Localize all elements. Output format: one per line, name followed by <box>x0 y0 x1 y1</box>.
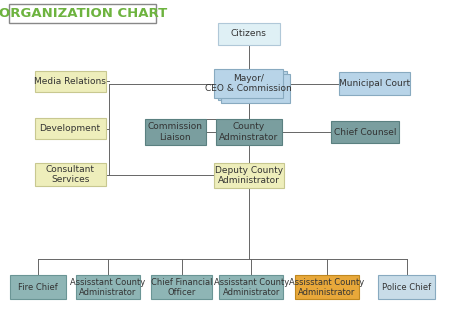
FancyBboxPatch shape <box>10 275 66 299</box>
Text: Police Chief: Police Chief <box>382 283 431 292</box>
Text: Municipal Court: Municipal Court <box>339 79 410 88</box>
Text: ORGANIZATION CHART: ORGANIZATION CHART <box>0 7 167 20</box>
Text: Consultant
Services: Consultant Services <box>46 165 95 184</box>
FancyBboxPatch shape <box>9 4 156 23</box>
FancyBboxPatch shape <box>218 71 286 100</box>
FancyBboxPatch shape <box>76 275 140 299</box>
Text: Commission
Liaison: Commission Liaison <box>148 122 203 142</box>
Text: Chief Counsel: Chief Counsel <box>334 128 396 137</box>
Text: County
Adminstrator: County Adminstrator <box>219 122 279 142</box>
Text: Assisstant County
Administrator: Assisstant County Administrator <box>214 278 289 297</box>
FancyBboxPatch shape <box>214 69 283 98</box>
FancyBboxPatch shape <box>295 275 359 299</box>
FancyBboxPatch shape <box>221 74 290 103</box>
Text: Mayor/
CEO & Commission: Mayor/ CEO & Commission <box>205 74 292 93</box>
Text: Chief Financial
Officer: Chief Financial Officer <box>151 278 212 297</box>
FancyBboxPatch shape <box>145 119 206 145</box>
FancyBboxPatch shape <box>339 72 410 95</box>
FancyBboxPatch shape <box>219 275 283 299</box>
FancyBboxPatch shape <box>35 118 106 139</box>
FancyBboxPatch shape <box>35 163 106 186</box>
FancyBboxPatch shape <box>378 275 435 299</box>
FancyBboxPatch shape <box>218 23 280 45</box>
FancyBboxPatch shape <box>35 71 106 91</box>
Text: Assisstant County
Administrator: Assisstant County Administrator <box>71 278 146 297</box>
Text: Citizens: Citizens <box>231 29 267 38</box>
Text: Fire Chief: Fire Chief <box>18 283 58 292</box>
Text: Development: Development <box>40 124 100 133</box>
Text: Media Relations: Media Relations <box>34 77 106 86</box>
FancyBboxPatch shape <box>151 275 212 299</box>
Text: Deputy County
Administrator: Deputy County Administrator <box>215 166 283 185</box>
FancyBboxPatch shape <box>214 164 284 187</box>
FancyBboxPatch shape <box>331 121 399 143</box>
Text: Assisstant County
Administrator: Assisstant County Administrator <box>290 278 365 297</box>
FancyBboxPatch shape <box>216 119 282 145</box>
